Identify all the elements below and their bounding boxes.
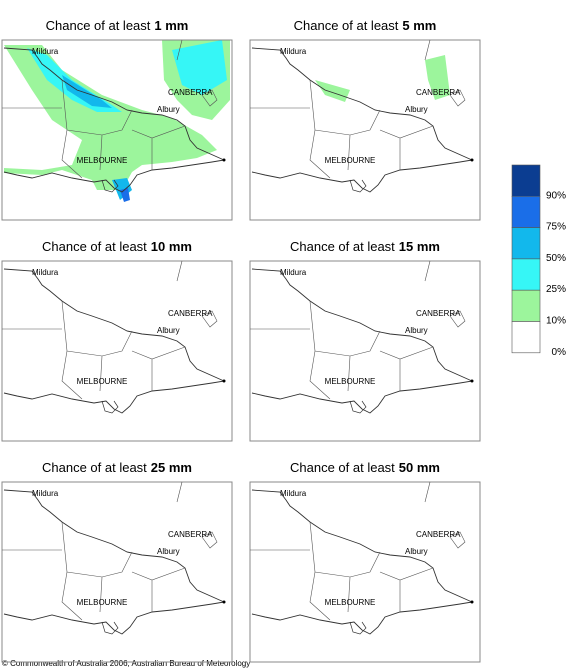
legend-swatch [511, 289, 541, 322]
title-amount: 10 mm [151, 239, 192, 254]
place-label: Albury [405, 326, 428, 335]
legend-label: 10% [546, 316, 566, 327]
panel-title: Chance of at least 15 mm [290, 239, 440, 254]
title-amount: 1 mm [154, 18, 188, 33]
place-label: Mildura [32, 489, 59, 498]
title-prefix: Chance of at least [290, 239, 395, 254]
title-amount: 5 mm [402, 18, 436, 33]
map-panel: Mildura CANBERRA Albury MELBOURNE [249, 260, 481, 442]
legend-swatch [511, 321, 541, 354]
legend-swatch [511, 196, 541, 228]
place-label: CANBERRA [168, 530, 213, 539]
map-outline [1, 260, 233, 442]
rain-area [425, 55, 450, 100]
place-label: Albury [405, 105, 428, 114]
map-panel: Mildura CANBERRA Albury MELBOURNE [1, 260, 233, 442]
title-prefix: Chance of at least [42, 239, 147, 254]
rain-area [172, 40, 227, 95]
map-outline [1, 481, 233, 663]
panel-title: Chance of at least 5 mm [294, 18, 437, 33]
panel-title: Chance of at least 50 mm [290, 460, 440, 475]
place-label: CANBERRA [168, 88, 213, 97]
map-panel: Mildura CANBERRA Albury MELBOURNE [1, 481, 233, 663]
place-label: Albury [157, 547, 180, 556]
place-label: CANBERRA [416, 88, 461, 97]
place-label: CANBERRA [416, 309, 461, 318]
panel-title: Chance of at least 25 mm [42, 460, 192, 475]
place-label: Mildura [280, 489, 307, 498]
place-label: Albury [157, 326, 180, 335]
title-prefix: Chance of at least [294, 18, 399, 33]
legend-swatch [511, 164, 541, 197]
place-label: MELBOURNE [325, 377, 376, 386]
panel-title: Chance of at least 1 mm [46, 18, 189, 33]
rain-area [27, 48, 122, 112]
place-label: MELBOURNE [325, 156, 376, 165]
legend-swatch [511, 227, 541, 260]
place-label: MELBOURNE [77, 156, 128, 165]
place-label: CANBERRA [416, 530, 461, 539]
title-amount: 15 mm [399, 239, 440, 254]
place-label: Mildura [280, 47, 307, 56]
title-prefix: Chance of at least [290, 460, 395, 475]
rain-area [315, 80, 350, 102]
place-label: Albury [157, 105, 180, 114]
legend-label: 25% [546, 284, 566, 295]
legend-label: 75% [546, 222, 566, 233]
map-outline [249, 481, 481, 663]
title-prefix: Chance of at least [42, 460, 147, 475]
place-label: MELBOURNE [77, 377, 128, 386]
place-label: Mildura [32, 268, 59, 277]
map-panel: Mildura CANBERRA Albury MELBOURNE [249, 481, 481, 663]
place-label: Albury [405, 547, 428, 556]
rain-area [112, 178, 132, 200]
title-amount: 50 mm [399, 460, 440, 475]
legend-swatch [511, 258, 541, 291]
map-outline [249, 260, 481, 442]
legend-label: 0% [552, 347, 567, 358]
map-panel: Mildura CANBERRA Albury MELBOURNE [249, 39, 481, 221]
place-label: Mildura [280, 268, 307, 277]
legend-label: 50% [546, 253, 566, 264]
map-panel: Mildura CANBERRA Albury MELBOURNE [1, 39, 233, 221]
copyright: © Commonwealth of Australia 2006, Austra… [2, 659, 250, 668]
place-label: Mildura [32, 47, 59, 56]
title-prefix: Chance of at least [46, 18, 151, 33]
place-label: MELBOURNE [325, 598, 376, 607]
rain-area [62, 75, 112, 108]
title-amount: 25 mm [151, 460, 192, 475]
place-label: MELBOURNE [77, 598, 128, 607]
legend-label: 90% [546, 190, 566, 201]
panel-title: Chance of at least 10 mm [42, 239, 192, 254]
place-label: CANBERRA [168, 309, 213, 318]
